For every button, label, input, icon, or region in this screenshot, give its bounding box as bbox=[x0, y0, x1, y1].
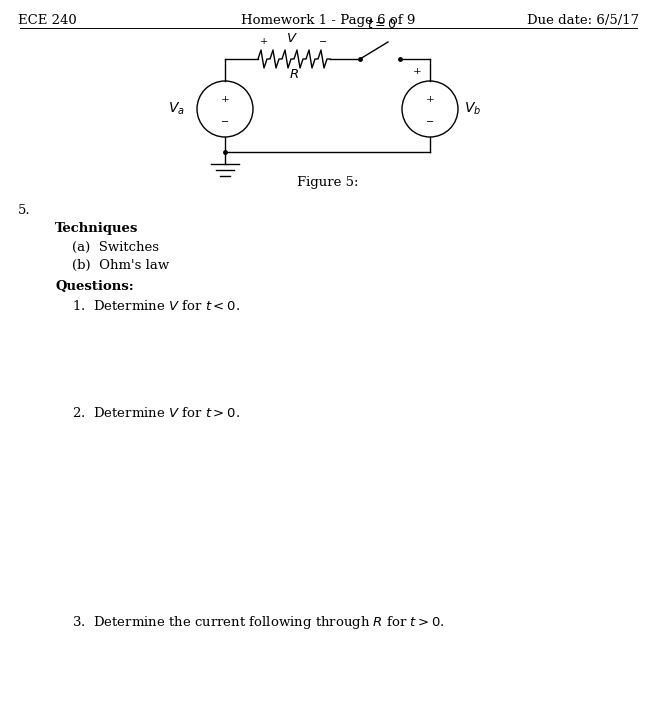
Text: $-$: $-$ bbox=[221, 116, 229, 125]
Text: (b)  Ohm's law: (b) Ohm's law bbox=[72, 259, 170, 272]
Text: 1.  Determine $V$ for $t < 0$.: 1. Determine $V$ for $t < 0$. bbox=[72, 299, 240, 313]
Text: Questions:: Questions: bbox=[55, 280, 134, 293]
Text: $R$: $R$ bbox=[289, 69, 299, 82]
Text: 3.  Determine the current following through $R$ for $t > 0$.: 3. Determine the current following throu… bbox=[72, 614, 445, 631]
Text: +: + bbox=[426, 95, 434, 104]
Text: (a)  Switches: (a) Switches bbox=[72, 241, 159, 254]
Text: ECE 240: ECE 240 bbox=[18, 14, 77, 27]
Text: Figure 5:: Figure 5: bbox=[297, 176, 359, 189]
Text: +: + bbox=[221, 95, 229, 104]
Text: $-$: $-$ bbox=[426, 116, 434, 125]
Text: 2.  Determine $V$ for $t > 0$.: 2. Determine $V$ for $t > 0$. bbox=[72, 406, 240, 420]
Text: $V_a$: $V_a$ bbox=[168, 101, 185, 117]
Text: $t = 0$: $t = 0$ bbox=[367, 18, 397, 31]
Text: $V_b$: $V_b$ bbox=[464, 101, 481, 117]
Text: 5.: 5. bbox=[18, 204, 31, 217]
Text: $-$: $-$ bbox=[318, 36, 327, 46]
Text: Techniques: Techniques bbox=[55, 222, 139, 235]
Text: Homework 1 - Page 6 of 9: Homework 1 - Page 6 of 9 bbox=[241, 14, 415, 27]
Text: +: + bbox=[260, 36, 268, 46]
Text: $V$: $V$ bbox=[286, 33, 298, 46]
Text: +: + bbox=[413, 67, 421, 76]
Text: Due date: 6/5/17: Due date: 6/5/17 bbox=[527, 14, 639, 27]
